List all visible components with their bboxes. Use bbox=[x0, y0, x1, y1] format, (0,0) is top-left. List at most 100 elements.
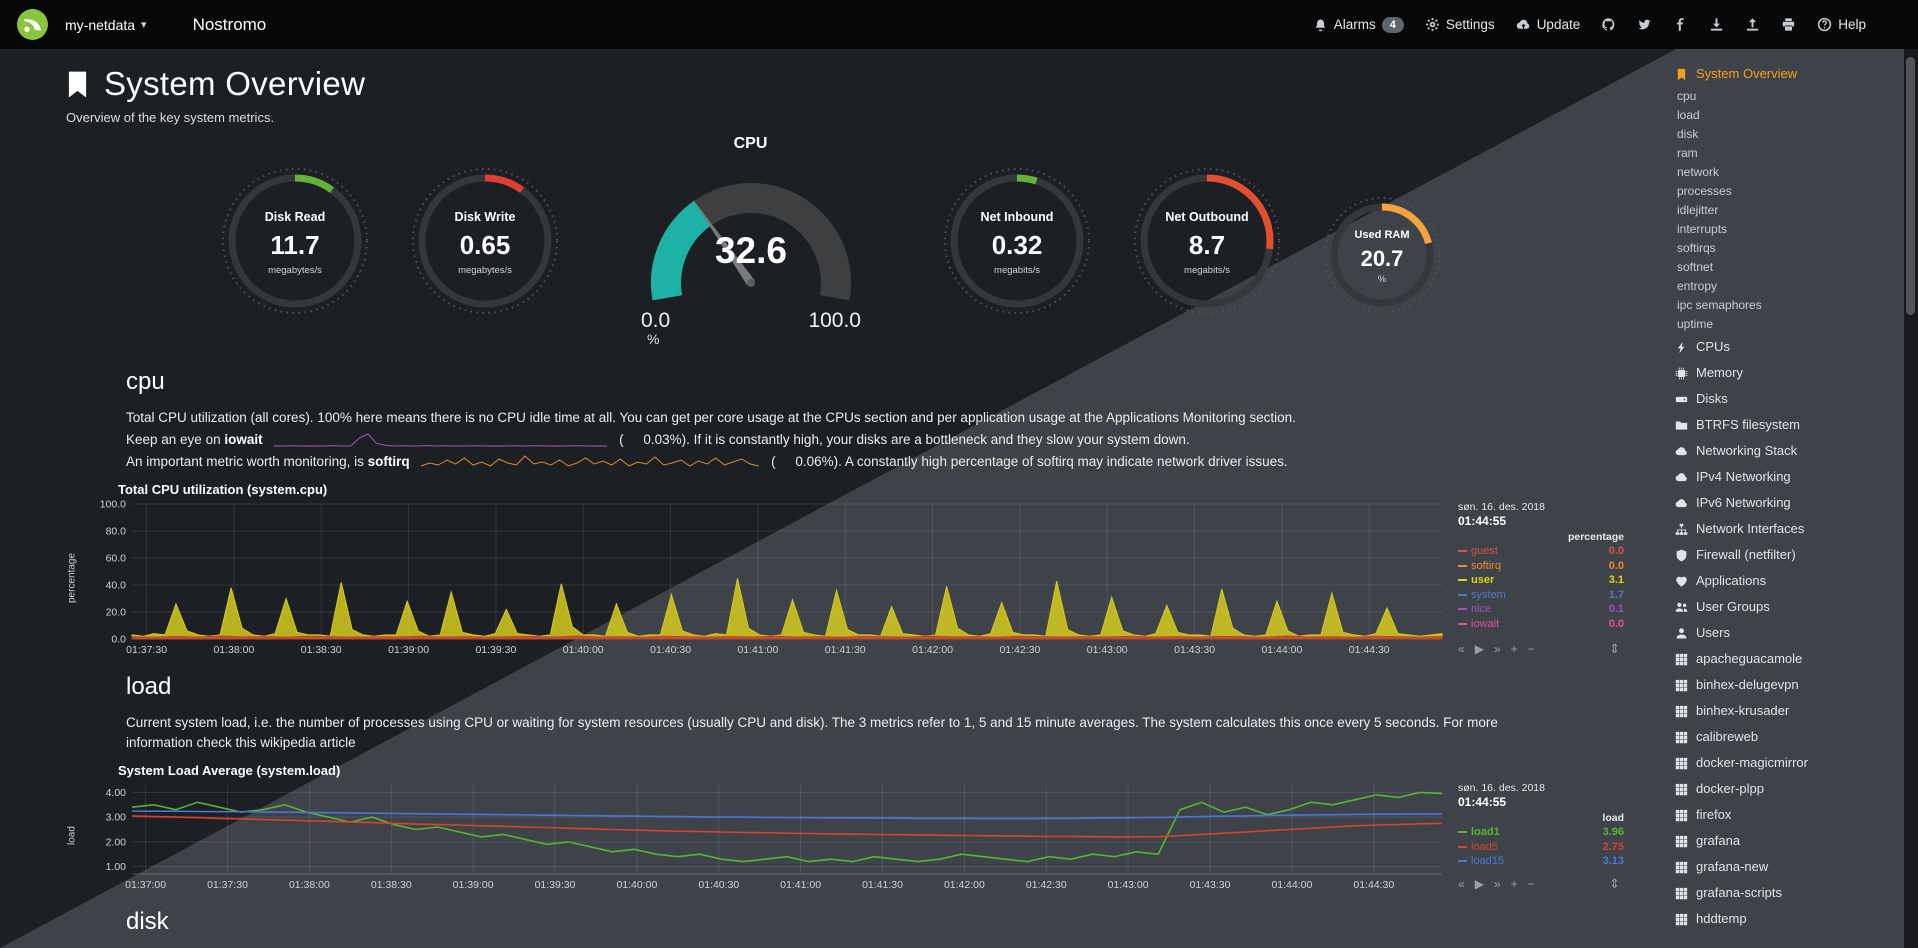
gauge-disk-write[interactable]: Disk Write 0.65 megabytes/s bbox=[409, 165, 561, 322]
scrollbar-track[interactable] bbox=[1904, 49, 1918, 948]
facebook-button[interactable] bbox=[1673, 17, 1688, 32]
sidebar-item-grafana[interactable]: grafana bbox=[1669, 828, 1904, 854]
pan-right-icon[interactable]: » bbox=[1493, 642, 1501, 656]
zoom-out-icon[interactable]: − bbox=[1527, 642, 1535, 656]
legend-entry-user[interactable]: user 3.1 bbox=[1458, 573, 1626, 588]
resize-icon[interactable]: ⇕ bbox=[1609, 641, 1620, 656]
sidebar-item-memory[interactable]: Memory bbox=[1669, 360, 1904, 386]
sidebar-item-cpus[interactable]: CPUs bbox=[1669, 334, 1904, 360]
sidebar-item-softirqs[interactable]: softirqs bbox=[1669, 239, 1904, 258]
sidebar-item-label: entropy bbox=[1677, 279, 1718, 293]
sidebar-item-apacheguacamole[interactable]: apacheguacamole bbox=[1669, 646, 1904, 672]
sidebar-item-system-overview[interactable]: System Overview bbox=[1669, 61, 1904, 87]
sidebar-item-network[interactable]: network bbox=[1669, 163, 1904, 182]
legend-entry-load5[interactable]: load5 2.75 bbox=[1458, 840, 1626, 855]
grid-icon bbox=[1673, 887, 1689, 900]
export-snapshot-button[interactable] bbox=[1745, 17, 1760, 32]
hostname-dropdown[interactable]: my-netdata ▾ bbox=[65, 17, 147, 33]
svg-text:40.0: 40.0 bbox=[106, 580, 127, 592]
pan-left-icon[interactable]: « bbox=[1458, 642, 1465, 656]
load-chart-plot[interactable]: 1.00 2.00 3.00 4.00 01:37:00 01:37:30 01:38:00… bbox=[80, 780, 1448, 892]
zoom-out-icon[interactable]: − bbox=[1527, 877, 1535, 891]
sidebar-item-networking-stack[interactable]: Networking Stack bbox=[1669, 438, 1904, 464]
play-icon[interactable]: ▶ bbox=[1474, 877, 1484, 891]
svg-text:11.7: 11.7 bbox=[270, 230, 319, 260]
gauge-net-outbound[interactable]: Net Outbound 8.7 megabits/s bbox=[1131, 165, 1283, 322]
sidebar-item-load[interactable]: load bbox=[1669, 106, 1904, 125]
sidebar-item-btrfs-filesystem[interactable]: BTRFS filesystem bbox=[1669, 412, 1904, 438]
sidebar-item-label: softnet bbox=[1677, 260, 1714, 274]
cpu-description-line2: Keep an eye on iowait (0.03%). If it is … bbox=[126, 430, 1556, 450]
svg-text:0.65: 0.65 bbox=[459, 230, 510, 260]
settings-button[interactable]: Settings bbox=[1425, 17, 1495, 32]
legend-entry-load1[interactable]: load1 3.96 bbox=[1458, 825, 1626, 840]
sidebar-item-softnet[interactable]: softnet bbox=[1669, 258, 1904, 277]
resize-icon[interactable]: ⇕ bbox=[1609, 876, 1620, 891]
import-snapshot-button[interactable] bbox=[1709, 17, 1724, 32]
sidebar-item-disks[interactable]: Disks bbox=[1669, 386, 1904, 412]
sidebar-item-binhex-krusader[interactable]: binhex-krusader bbox=[1669, 698, 1904, 724]
sidebar-item-calibreweb[interactable]: calibreweb bbox=[1669, 724, 1904, 750]
sidebar-item-idlejitter[interactable]: idlejitter bbox=[1669, 201, 1904, 220]
gauge-used-ram[interactable]: Used RAM 20.7% bbox=[1321, 194, 1443, 321]
sidebar-item-hddtemp[interactable]: hddtemp bbox=[1669, 906, 1904, 932]
sidebar-item-label: firefox bbox=[1696, 807, 1732, 822]
sidebar-item-grafana-new[interactable]: grafana-new bbox=[1669, 854, 1904, 880]
sidebar-item-ram[interactable]: ram bbox=[1669, 144, 1904, 163]
sidebar-item-processes[interactable]: processes bbox=[1669, 182, 1904, 201]
sidebar-item-firewall-netfilter[interactable]: Firewall (netfilter) bbox=[1669, 542, 1904, 568]
pan-left-icon[interactable]: « bbox=[1458, 877, 1465, 891]
legend-entry-softirq[interactable]: softirq 0.0 bbox=[1458, 559, 1626, 574]
iowait-sparkline[interactable] bbox=[273, 432, 608, 448]
gauge-cpu[interactable]: CPU 32.6 0.0 100.0% bbox=[625, 135, 877, 352]
sidebar-item-label: System Overview bbox=[1696, 66, 1798, 81]
zoom-in-icon[interactable]: + bbox=[1510, 642, 1518, 656]
settings-label: Settings bbox=[1445, 17, 1495, 32]
sidebar-item-network-interfaces[interactable]: Network Interfaces bbox=[1669, 516, 1904, 542]
sidebar-item-disk[interactable]: disk bbox=[1669, 125, 1904, 144]
sidebar-item-binhex-delugevpn[interactable]: binhex-delugevpn bbox=[1669, 672, 1904, 698]
cpu-chart-plot[interactable]: 0.0 20.0 40.0 60.0 80.0 100.0 01:37:30 01:38:00… bbox=[80, 499, 1448, 657]
sidebar-item-firefox[interactable]: firefox bbox=[1669, 802, 1904, 828]
pan-right-icon[interactable]: » bbox=[1493, 877, 1501, 891]
update-label: Update bbox=[1536, 17, 1581, 32]
github-button[interactable] bbox=[1601, 17, 1616, 32]
legend-entry-iowait[interactable]: iowait 0.0 bbox=[1458, 617, 1626, 632]
scrollbar-thumb[interactable] bbox=[1906, 57, 1915, 315]
sidebar-item-uptime[interactable]: uptime bbox=[1669, 315, 1904, 334]
gauge-disk-read[interactable]: Disk Read 11.7 megabytes/s bbox=[219, 165, 371, 322]
play-icon[interactable]: ▶ bbox=[1474, 642, 1484, 656]
sidebar-item-ipc-semaphores[interactable]: ipc semaphores bbox=[1669, 296, 1904, 315]
svg-text:01:42:30: 01:42:30 bbox=[1026, 879, 1067, 891]
gauge-net-inbound[interactable]: Net Inbound 0.32 megabits/s bbox=[941, 165, 1093, 322]
sidebar-item-users[interactable]: Users bbox=[1669, 620, 1904, 646]
cpu-chart-widget: Total CPU utilization (system.cpu) perce… bbox=[64, 482, 1661, 657]
netdata-logo-icon[interactable] bbox=[16, 8, 49, 41]
sidebar-item-grafana-scripts[interactable]: grafana-scripts bbox=[1669, 880, 1904, 906]
legend-entry-load15[interactable]: load15 3.13 bbox=[1458, 854, 1626, 869]
legend-entry-nice[interactable]: nice 0.1 bbox=[1458, 602, 1626, 617]
help-button[interactable]: Help bbox=[1817, 17, 1866, 32]
legend-entry-system[interactable]: system 1.7 bbox=[1458, 588, 1626, 603]
legend-value: 0.0 bbox=[1608, 617, 1624, 630]
zoom-in-icon[interactable]: + bbox=[1510, 877, 1518, 891]
sidebar-item-docker-magicmirror[interactable]: docker-magicmirror bbox=[1669, 750, 1904, 776]
sidebar-item-label: IPv4 Networking bbox=[1696, 469, 1791, 484]
alarms-button[interactable]: Alarms 4 bbox=[1313, 16, 1404, 33]
sidebar-item-entropy[interactable]: entropy bbox=[1669, 277, 1904, 296]
sidebar-item-ipv4-networking[interactable]: IPv4 Networking bbox=[1669, 464, 1904, 490]
twitter-button[interactable] bbox=[1637, 17, 1652, 32]
softirq-sparkline[interactable] bbox=[420, 454, 760, 470]
legend-entry-guest[interactable]: guest 0.0 bbox=[1458, 544, 1626, 559]
sidebar-item-interrupts[interactable]: interrupts bbox=[1669, 220, 1904, 239]
sidebar-item-cpu[interactable]: cpu bbox=[1669, 87, 1904, 106]
sidebar-item-docker-plpp[interactable]: docker-plpp bbox=[1669, 776, 1904, 802]
upload-icon bbox=[1745, 17, 1760, 32]
sidebar-item-applications[interactable]: Applications bbox=[1669, 568, 1904, 594]
sidebar-item-ipv6-networking[interactable]: IPv6 Networking bbox=[1669, 490, 1904, 516]
svg-text:01:41:00: 01:41:00 bbox=[780, 879, 821, 891]
print-button[interactable] bbox=[1781, 17, 1796, 32]
update-button[interactable]: Update bbox=[1516, 17, 1581, 32]
cpu-description: Total CPU utilization (all cores). 100% … bbox=[126, 408, 1556, 472]
sidebar-item-user-groups[interactable]: User Groups bbox=[1669, 594, 1904, 620]
